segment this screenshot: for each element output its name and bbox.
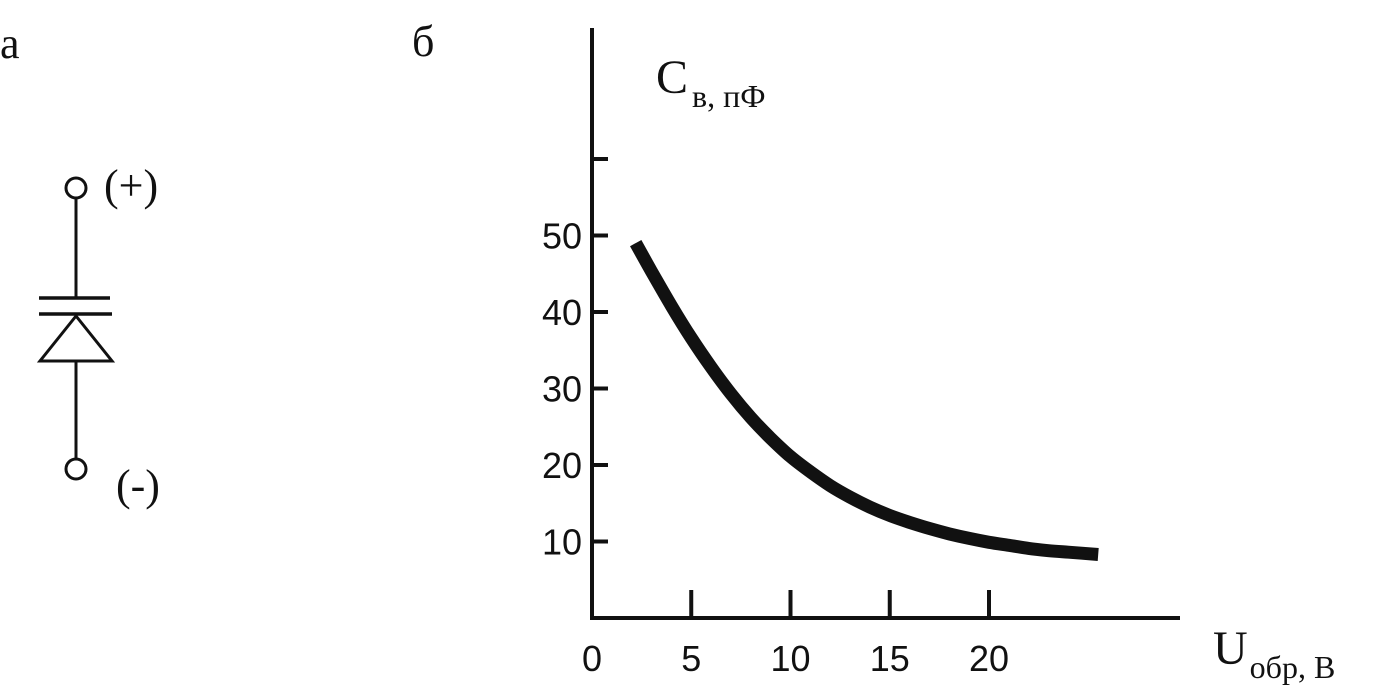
x-tick-label: 20 bbox=[969, 638, 1009, 679]
x-tick-label: 10 bbox=[770, 638, 810, 679]
y-tick-label: 10 bbox=[542, 522, 582, 563]
x-axis-label-main: U bbox=[1213, 622, 1248, 675]
y-tick-label: 50 bbox=[542, 216, 582, 257]
capacitance-curve bbox=[629, 239, 1099, 561]
panel-a-label: а bbox=[0, 19, 20, 68]
y-axis-label-main: C bbox=[656, 51, 688, 104]
diode-triangle-icon bbox=[36, 313, 116, 363]
plus-terminal bbox=[64, 176, 88, 200]
panel-a: а (+) (-) bbox=[0, 19, 160, 510]
y-tick-label: 20 bbox=[542, 445, 582, 486]
y-tick-label: 40 bbox=[542, 292, 582, 333]
panel-b-label: б bbox=[412, 17, 434, 66]
minus-label: (-) bbox=[116, 461, 160, 510]
x-axis-title: Uобр, В bbox=[1213, 622, 1335, 685]
y-ticks: 10 20 30 40 50 bbox=[542, 157, 608, 563]
minus-terminal bbox=[64, 457, 88, 481]
x-tick-label: 0 bbox=[582, 638, 602, 679]
x-tick-label: 15 bbox=[870, 638, 910, 679]
y-tick-label: 30 bbox=[542, 369, 582, 410]
y-axis-label-sub: в, пФ bbox=[692, 78, 766, 114]
x-axis-label-sub: обр, В bbox=[1250, 649, 1336, 685]
plus-label: (+) bbox=[104, 161, 158, 210]
x-tick-label: 5 bbox=[681, 638, 701, 679]
x-ticks: 0 5 10 15 20 bbox=[582, 590, 1009, 679]
